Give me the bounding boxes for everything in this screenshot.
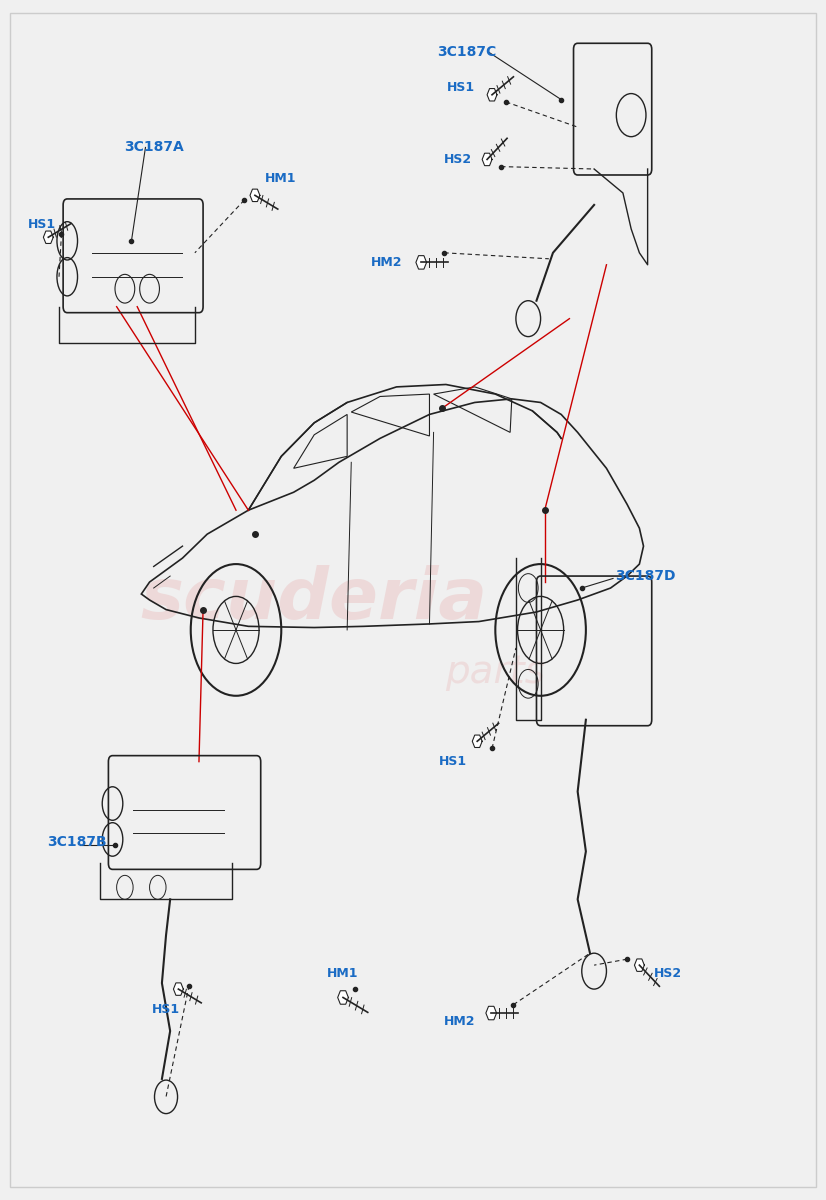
Text: HM1: HM1 [327,967,358,980]
Text: parts: parts [445,653,545,691]
Text: HM2: HM2 [444,1015,476,1028]
Polygon shape [250,190,260,202]
Polygon shape [487,89,497,101]
Polygon shape [472,736,482,748]
Polygon shape [634,959,644,971]
Text: HM1: HM1 [265,172,297,185]
Text: HS1: HS1 [439,755,467,768]
Text: 3C187D: 3C187D [615,569,675,583]
Text: HS2: HS2 [654,967,682,980]
Polygon shape [44,232,53,244]
Text: 3C187B: 3C187B [46,835,107,848]
Text: HM2: HM2 [371,256,402,269]
Text: HS1: HS1 [152,1003,180,1016]
Polygon shape [482,154,492,166]
Text: HS1: HS1 [447,82,475,94]
Polygon shape [173,983,183,995]
Polygon shape [486,1007,496,1020]
Text: HS1: HS1 [28,217,56,230]
Polygon shape [338,991,349,1004]
Polygon shape [415,256,426,269]
Text: 3C187C: 3C187C [437,44,496,59]
Text: HS2: HS2 [444,152,472,166]
Text: 3C187A: 3C187A [124,140,183,155]
Text: scuderia: scuderia [140,565,488,635]
